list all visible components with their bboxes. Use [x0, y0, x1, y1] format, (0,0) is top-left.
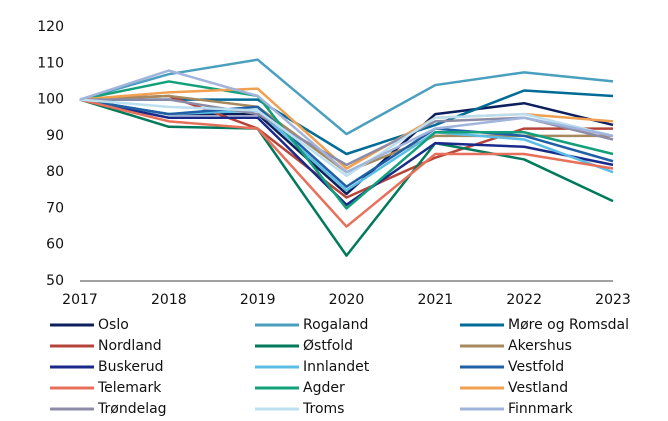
- legend-label: Agder: [303, 380, 345, 396]
- x-tick-label: 2022: [506, 292, 542, 308]
- series-line: [79, 98, 614, 228]
- y-tick-label: 120: [37, 19, 64, 35]
- x-tick-label: 2020: [329, 292, 365, 308]
- legend-label: Nordland: [98, 338, 162, 354]
- x-tick-label: 2018: [151, 292, 187, 308]
- legend-label: Innlandet: [303, 359, 370, 375]
- x-tick-label: 2019: [240, 292, 276, 308]
- legend-label: Vestfold: [508, 359, 564, 375]
- legend-label: Finnmark: [508, 401, 574, 417]
- series-line: [79, 80, 614, 210]
- legend-label: Møre og Romsdal: [508, 317, 629, 333]
- series-line: [79, 58, 614, 136]
- y-tick-label: 110: [37, 55, 64, 71]
- legend-label: Vestland: [508, 380, 568, 396]
- legend-label: Akershus: [508, 338, 572, 354]
- y-tick-label: 100: [37, 92, 64, 108]
- series-line: [79, 98, 614, 207]
- legend-label: Oslo: [98, 317, 129, 333]
- series-line: [79, 98, 614, 257]
- legend-label: Rogaland: [303, 317, 368, 333]
- legend-label: Telemark: [97, 380, 162, 396]
- y-tick-label: 80: [46, 164, 64, 180]
- legend-label: Trøndelag: [97, 401, 167, 417]
- y-tick-label: 70: [46, 200, 64, 216]
- x-tick-label: 2023: [595, 292, 631, 308]
- legend-label: Troms: [302, 401, 344, 417]
- series-line: [79, 98, 614, 188]
- x-tick-label: 2021: [418, 292, 454, 308]
- x-tick-label: 2017: [62, 292, 98, 308]
- series-line: [79, 98, 614, 178]
- series-line: [79, 69, 614, 174]
- series-line: [79, 94, 613, 199]
- y-tick-label: 50: [46, 273, 64, 289]
- y-tick-label: 90: [46, 128, 64, 144]
- y-tick-label: 60: [46, 237, 64, 253]
- legend-label: Østfold: [303, 338, 353, 354]
- legend-label: Buskerud: [98, 359, 164, 375]
